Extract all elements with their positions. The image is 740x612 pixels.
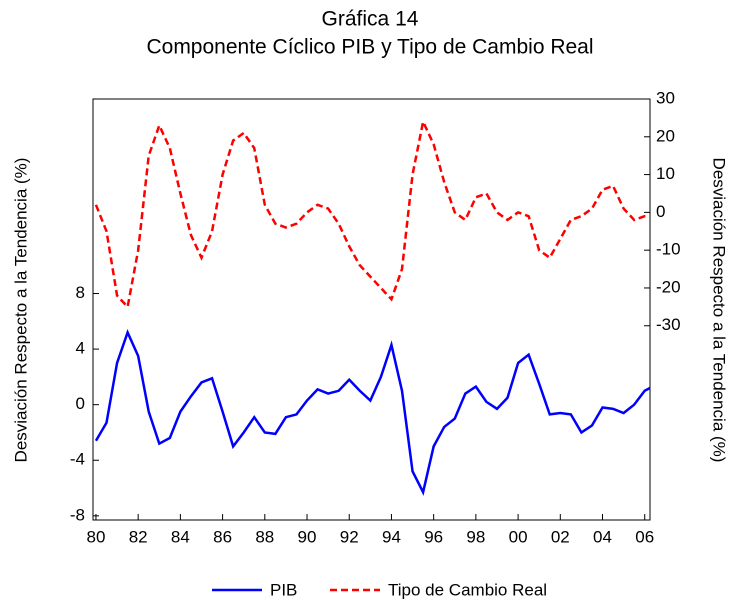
x-tick-label: 90 — [298, 527, 317, 546]
y2-tick-label: 0 — [656, 202, 665, 221]
x-tick-label: 02 — [551, 527, 570, 546]
y2-tick-label: -30 — [656, 315, 681, 334]
chart-subtitle: Componente Cíclico PIB y Tipo de Cambio … — [146, 36, 593, 59]
y-tick-label: 4 — [76, 339, 85, 358]
y2-tick-label: 30 — [656, 88, 675, 107]
y-tick-label: -8 — [70, 505, 85, 524]
x-tick-label: 00 — [509, 527, 528, 546]
series-line — [94, 329, 651, 496]
x-tick-label: 86 — [213, 527, 232, 546]
x-tick-label: 80 — [86, 527, 105, 546]
chart-title: Gráfica 14 — [322, 8, 419, 31]
y2-axis-label: Desviación Respecto a la Tendencia (%) — [710, 158, 729, 463]
legend-label: PIB — [270, 580, 297, 599]
y-tick-label: -4 — [70, 450, 85, 469]
x-tick-label: 98 — [466, 527, 485, 546]
y2-tick-label: 20 — [656, 126, 675, 145]
y-axis-label: Desviación Respecto a la Tendencia (%) — [11, 158, 30, 463]
legend-label: Tipo de Cambio Real — [388, 580, 547, 599]
plot-frame — [92, 98, 651, 521]
x-tick-label: 84 — [171, 527, 190, 546]
y2-tick-label: -20 — [656, 277, 681, 296]
y-tick-label: 8 — [76, 283, 85, 302]
x-tick-label: 82 — [129, 527, 148, 546]
x-tick-label: 94 — [382, 527, 401, 546]
y-tick-label: 0 — [76, 394, 85, 413]
x-tick-label: 88 — [255, 527, 274, 546]
y2-tick-label: 10 — [656, 164, 675, 183]
x-tick-label: 92 — [340, 527, 359, 546]
series-line — [94, 117, 650, 310]
x-tick-label: 04 — [593, 527, 612, 546]
y2-tick-label: -10 — [656, 240, 681, 259]
x-tick-label: 96 — [424, 527, 443, 546]
x-tick-label: 06 — [635, 527, 654, 546]
